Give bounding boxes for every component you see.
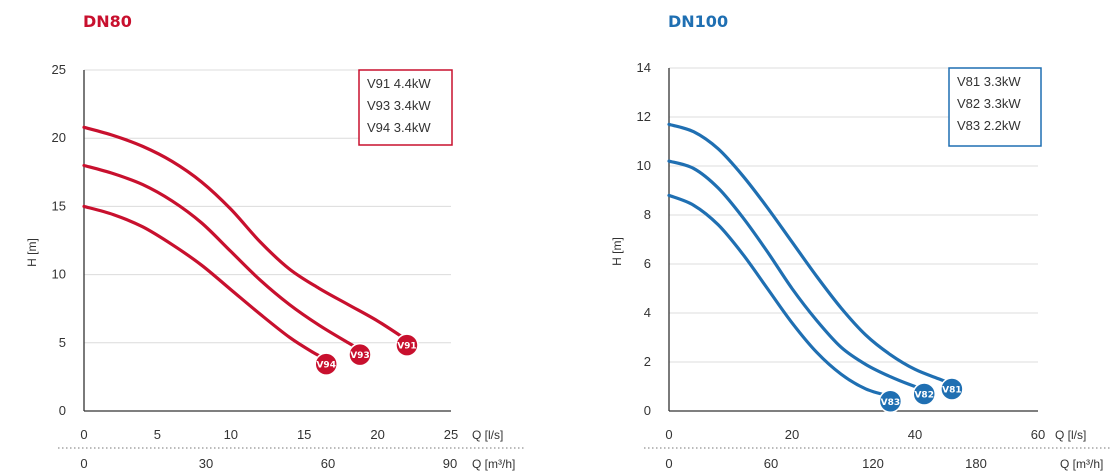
series-end-badge (940, 377, 964, 401)
legend-entry: V94 3.4kW (367, 120, 431, 135)
series-end-badge-label: V83 (881, 398, 901, 408)
legend-entry: V93 3.4kW (367, 98, 431, 113)
series-line-v81 (667, 122, 954, 386)
y-tick-label: 25 (52, 62, 66, 77)
series-end-badge-label: V82 (914, 390, 934, 400)
series-end-badge (912, 382, 936, 406)
y-tick-label: 4 (644, 305, 651, 320)
series-line-v82 (667, 159, 926, 391)
x-tick-label-secondary: 60 (321, 456, 335, 471)
y-tick-label: 12 (637, 109, 651, 124)
x-tick-label-secondary: 120 (862, 456, 884, 471)
x-tick-label-primary: 20 (785, 427, 799, 442)
series-line-v83 (667, 193, 892, 398)
x-tick-label-secondary: 0 (665, 456, 672, 471)
legend-entry: V81 3.3kW (957, 74, 1021, 89)
y-tick-label: 15 (52, 198, 66, 213)
series-line-v94 (82, 204, 328, 361)
y-axis-label: H [m] (610, 237, 624, 266)
chart-panel-dn100: DN100 0 2 4 6 8 10 12 14 H [m] 0 20 40 60 Q [l/s] 0 60 12… (610, 12, 1112, 471)
y-tick-label: 8 (644, 207, 651, 222)
x-tick-label-secondary: 0 (80, 456, 87, 471)
series-end-badge (395, 333, 419, 357)
series-end-badge-label: V81 (942, 386, 962, 396)
series-line-v91 (82, 125, 409, 342)
y-tick-label: 14 (637, 60, 651, 75)
series-line-v93 (82, 163, 362, 352)
legend-entry: V83 2.2kW (957, 118, 1021, 133)
chart-title: DN80 (83, 12, 132, 31)
y-tick-label: 20 (52, 130, 66, 145)
y-tick-label: 0 (59, 403, 66, 418)
x-tick-label-primary: 20 (370, 427, 384, 442)
x-tick-label-primary: 40 (908, 427, 922, 442)
x-tick-label-primary: 0 (665, 427, 672, 442)
series-end-badge-label: V91 (397, 342, 417, 352)
y-tick-label: 2 (644, 354, 651, 369)
x-axis-label-primary: Q [l/s] (1055, 428, 1086, 442)
series-end-badge (878, 389, 903, 414)
x-tick-label-secondary: 180 (965, 456, 987, 471)
x-tick-label-primary: 60 (1031, 427, 1045, 442)
series-end-badge (314, 352, 338, 376)
x-axis-label-primary: Q [l/s] (472, 428, 503, 442)
y-tick-label: 10 (52, 267, 66, 282)
x-axis-label-secondary: Q [m³/h] (472, 457, 515, 471)
legend-entry: V91 4.4kW (367, 76, 431, 91)
x-tick-label-primary: 15 (297, 427, 311, 442)
legend-box (948, 67, 1042, 147)
x-tick-label-primary: 25 (444, 427, 458, 442)
x-axis-label-secondary: Q [m³/h] (1060, 457, 1103, 471)
x-tick-label-primary: 5 (154, 427, 161, 442)
x-tick-label-secondary: 30 (199, 456, 213, 471)
x-tick-label-secondary: 60 (764, 456, 778, 471)
x-tick-label-secondary: 90 (443, 456, 457, 471)
y-axis-label: H [m] (25, 238, 39, 267)
y-tick-label: 6 (644, 256, 651, 271)
legend-box (358, 69, 453, 146)
series-end-badge-label: V93 (350, 351, 370, 361)
x-tick-label-primary: 10 (224, 427, 238, 442)
y-tick-label: 0 (644, 403, 651, 418)
series-end-badge (348, 342, 372, 367)
chart-title: DN100 (668, 12, 728, 31)
y-tick-label: 5 (59, 335, 66, 350)
x-tick-label-primary: 0 (80, 427, 87, 442)
chart-panel-dn80: DN80 0 5 10 15 20 25 H [m] 0 5 10 15 20 25 Q [l/s] 0 30 6… (25, 12, 524, 471)
legend-entry: V82 3.3kW (957, 96, 1021, 111)
series-end-badge-label: V94 (316, 361, 336, 371)
y-tick-label: 10 (637, 158, 651, 173)
